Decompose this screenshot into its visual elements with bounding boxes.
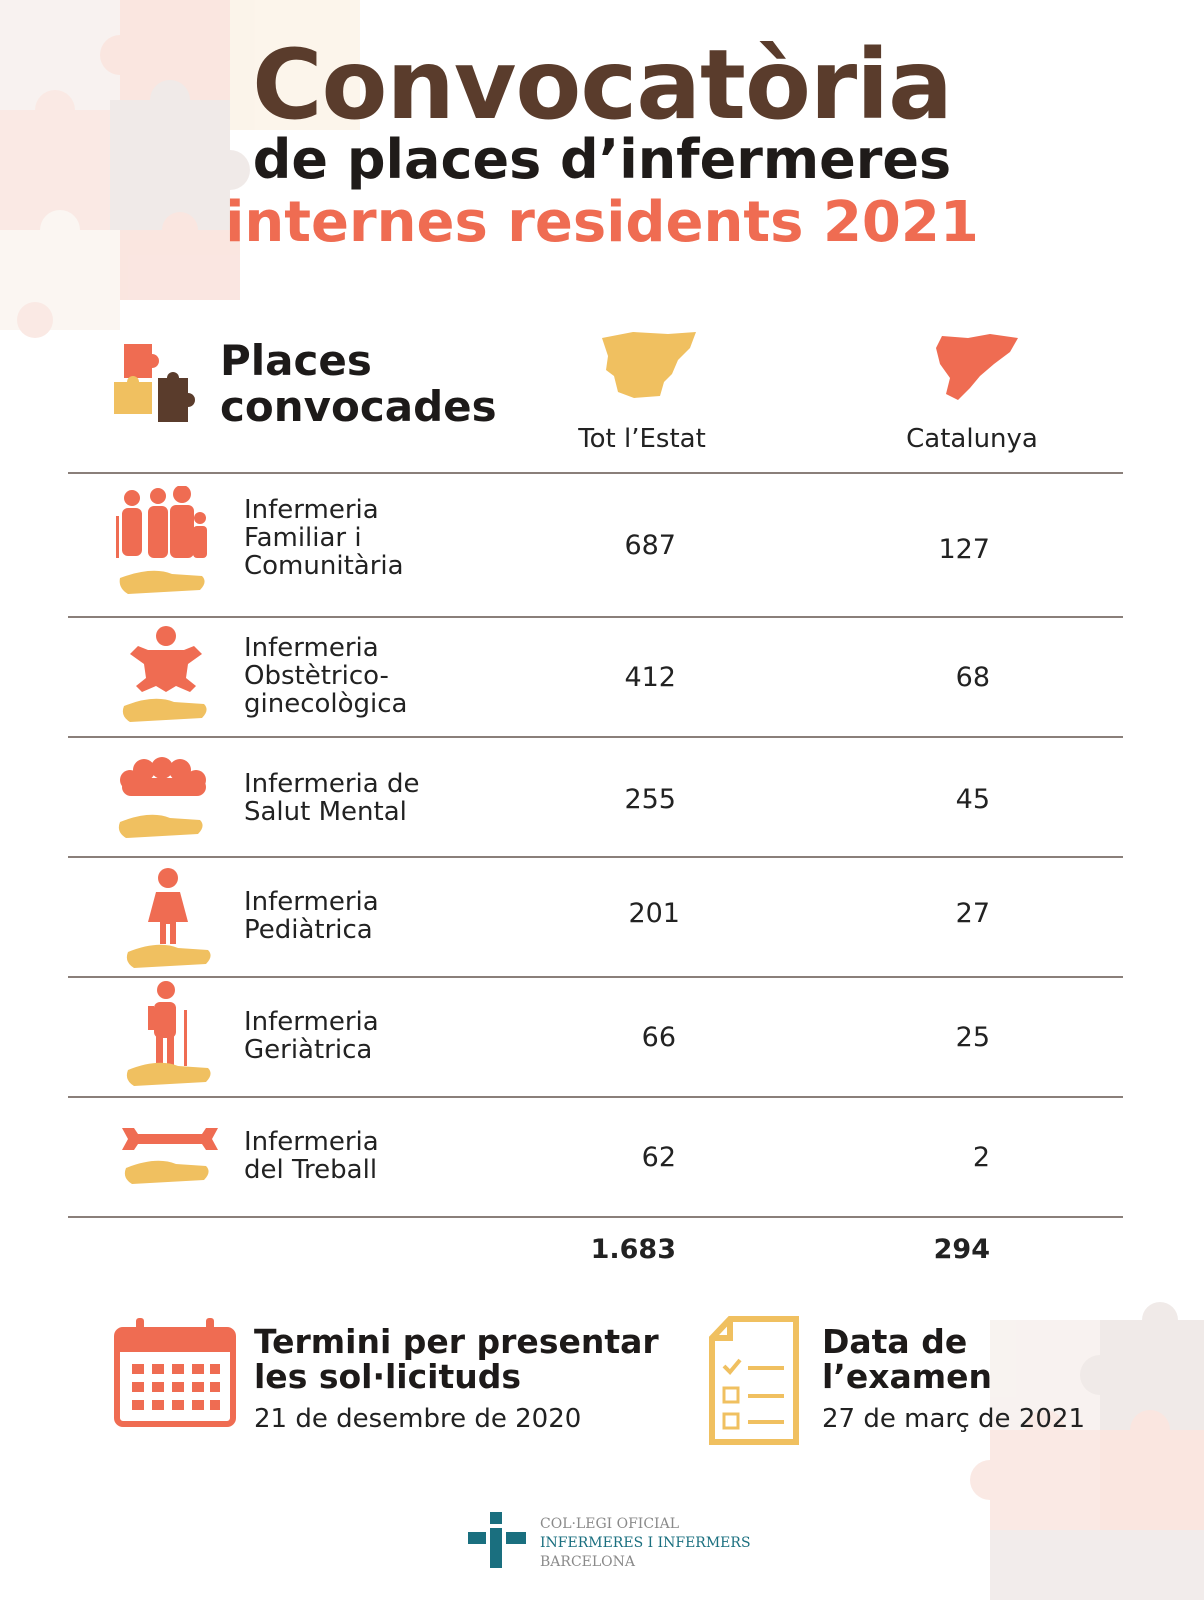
value-catalunya-treball: 2 (972, 1142, 990, 1173)
family-icon (116, 486, 207, 594)
column-header-catalunya: Catalunya (906, 424, 1038, 454)
page-title: Convocatòria (252, 29, 953, 141)
column-header-estat: Tot l’Estat (578, 424, 706, 454)
value-estat-salut-mental: 255 (624, 784, 676, 815)
elderly-icon (126, 981, 211, 1086)
value-catalunya-pediatrica: 27 (955, 898, 990, 929)
table-divider (68, 736, 1123, 738)
exam-date: 27 de març de 2021 (822, 1404, 1085, 1434)
row-label-geriatrica: Infermeria Geriàtrica (244, 1007, 379, 1065)
table-divider (68, 1216, 1123, 1218)
value-estat-obstetrico: 412 (624, 662, 676, 693)
deadline-date: 21 de desembre de 2020 (254, 1404, 582, 1434)
value-estat-familiar: 687 (624, 530, 676, 561)
baby-icon (122, 626, 207, 722)
catalunya-map-icon (936, 334, 1018, 400)
college-logo-icon (468, 1512, 526, 1568)
calendar-icon (114, 1318, 236, 1427)
value-catalunya-obstetrico: 68 (955, 662, 990, 693)
total-catalunya: 294 (933, 1234, 990, 1265)
value-estat-treball: 62 (641, 1142, 676, 1173)
table-divider (68, 1096, 1123, 1098)
table-header-title: Places convocades (220, 336, 497, 431)
checklist-icon (709, 1316, 799, 1445)
row-label-pediatrica: Infermeria Pediàtrica (244, 887, 379, 945)
page-subtitle-accent: internes residents 2021 (225, 190, 979, 255)
child-icon (126, 868, 211, 968)
row-label-familiar: Infermeria Familiar i Comunitària (244, 495, 404, 581)
brain-icon (118, 757, 206, 838)
table-divider (68, 976, 1123, 978)
table-divider (68, 472, 1123, 474)
value-catalunya-familiar: 127 (938, 534, 990, 565)
deadline-title: Termini per presentar les sol·licituds (254, 1322, 659, 1396)
exam-title: Data de l’examen (822, 1322, 993, 1396)
wrench-icon (122, 1128, 218, 1184)
spain-map-icon (602, 332, 696, 398)
value-estat-pediatrica: 201 (628, 898, 680, 929)
puzzle-pieces-icon (114, 344, 195, 422)
value-estat-geriatrica: 66 (641, 1022, 676, 1053)
row-label-obstetrico: Infermeria Obstètrico- ginecològica (244, 633, 408, 719)
row-label-treball: Infermeria del Treball (244, 1127, 379, 1185)
college-logo-text: COL·LEGI OFICIAL INFERMERES I INFERMERS … (540, 1516, 751, 1570)
value-catalunya-geriatrica: 25 (955, 1022, 990, 1053)
total-estat: 1.683 (590, 1234, 676, 1265)
table-divider (68, 616, 1123, 618)
value-catalunya-salut-mental: 45 (955, 784, 990, 815)
row-label-salut-mental: Infermeria de Salut Mental (244, 769, 420, 827)
table-divider (68, 856, 1123, 858)
page-subtitle: de places d’infermeres (252, 128, 952, 191)
